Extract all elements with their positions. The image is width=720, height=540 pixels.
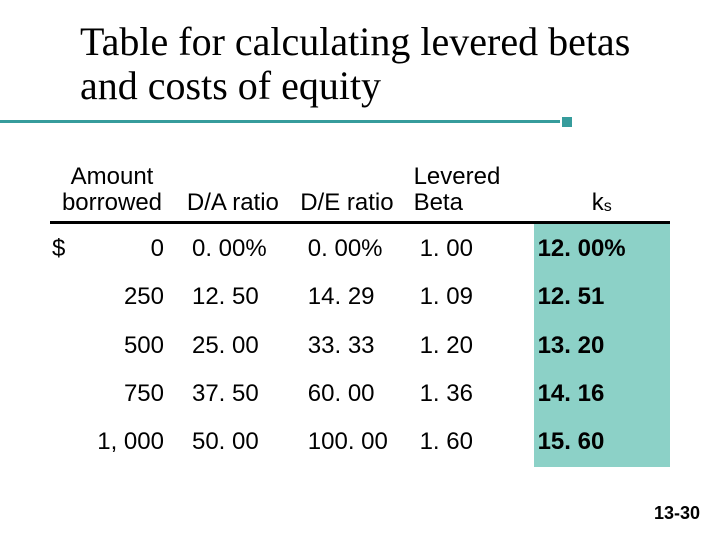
cell-da: 37. 50 [174, 370, 292, 418]
title-underline-bar [0, 120, 560, 123]
cell-amount: 1, 000 [87, 418, 174, 466]
col-header-da-ratio: D/A ratio [174, 162, 292, 222]
table-row: 750 37. 50 60. 00 1. 36 14. 16 [50, 370, 670, 418]
cell-da: 50. 00 [174, 418, 292, 466]
cell-de: 100. 00 [292, 418, 410, 466]
cell-beta: 1. 00 [410, 222, 534, 273]
cell-beta: 1. 20 [410, 322, 534, 370]
betas-table-container: Amount borrowed D/A ratio D/E ratio Leve… [50, 162, 670, 467]
cell-beta: 1. 36 [410, 370, 534, 418]
cell-de: 60. 00 [292, 370, 410, 418]
ks-sub: s [604, 198, 612, 215]
cell-beta: 1. 60 [410, 418, 534, 466]
col-header-de-ratio: D/E ratio [292, 162, 410, 222]
dollar-blank [50, 370, 87, 418]
cell-beta: 1. 09 [410, 273, 534, 321]
cell-ks: 14. 16 [534, 370, 670, 418]
col-header-ks: ks [534, 162, 670, 222]
cell-da: 12. 50 [174, 273, 292, 321]
col-header-levered-beta: Levered Beta [410, 162, 534, 222]
cell-ks: 15. 60 [534, 418, 670, 466]
table-body: $ 0 0. 00% 0. 00% 1. 00 12. 00% 250 12. … [50, 222, 670, 466]
cell-amount: 0 [87, 222, 174, 273]
table-row: 250 12. 50 14. 29 1. 09 12. 51 [50, 273, 670, 321]
cell-amount: 250 [87, 273, 174, 321]
dollar-blank [50, 322, 87, 370]
title-underline-dot [562, 117, 572, 127]
table-row: $ 0 0. 00% 0. 00% 1. 00 12. 00% [50, 222, 670, 273]
cell-da: 25. 00 [174, 322, 292, 370]
table-row: 500 25. 00 33. 33 1. 20 13. 20 [50, 322, 670, 370]
cell-ks: 13. 20 [534, 322, 670, 370]
slide-number: 13-30 [654, 503, 700, 524]
cell-ks: 12. 00% [534, 222, 670, 273]
cell-da: 0. 00% [174, 222, 292, 273]
betas-table: Amount borrowed D/A ratio D/E ratio Leve… [50, 162, 670, 467]
dollar-sign: $ [50, 222, 87, 273]
cell-de: 33. 33 [292, 322, 410, 370]
cell-de: 14. 29 [292, 273, 410, 321]
cell-amount: 750 [87, 370, 174, 418]
table-header-row: Amount borrowed D/A ratio D/E ratio Leve… [50, 162, 670, 222]
table-row: 1, 000 50. 00 100. 00 1. 60 15. 60 [50, 418, 670, 466]
col-header-amount: Amount borrowed [50, 162, 174, 222]
ks-base: k [592, 189, 604, 216]
cell-amount: 500 [87, 322, 174, 370]
slide-title: Table for calculating levered betas and … [80, 20, 660, 108]
dollar-blank [50, 273, 87, 321]
cell-de: 0. 00% [292, 222, 410, 273]
dollar-blank [50, 418, 87, 466]
cell-ks: 12. 51 [534, 273, 670, 321]
